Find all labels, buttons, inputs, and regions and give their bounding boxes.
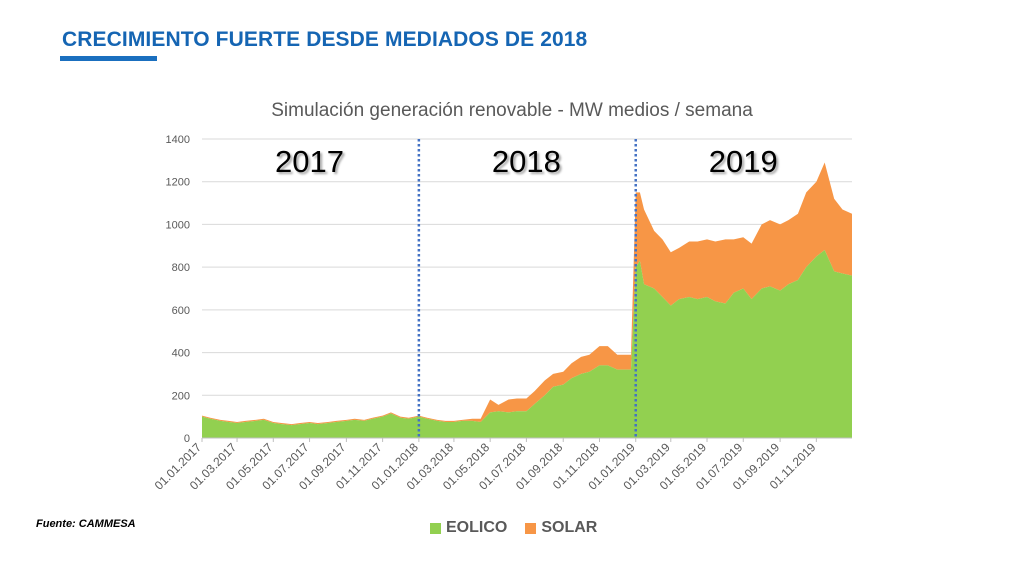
year-label: 2019 [709, 144, 778, 179]
year-label: 2017 [275, 144, 344, 179]
slide-title: CRECIMIENTO FUERTE DESDE MEDIADOS DE 201… [62, 28, 588, 51]
chart-title: Simulación generación renovable - MW med… [271, 100, 753, 121]
source-note: Fuente: CAMMESA [36, 518, 136, 530]
year-label: 2018 [492, 144, 561, 179]
y-tick-label: 1000 [166, 219, 190, 231]
y-tick-label: 1400 [166, 134, 190, 146]
legend-item-solar: SOLAR [525, 519, 597, 537]
y-tick-label: 0 [184, 433, 190, 445]
y-tick-label: 200 [172, 390, 190, 402]
y-tick-label: 600 [172, 305, 190, 317]
chart-legend: EOLICO SOLAR [430, 519, 597, 537]
y-tick-label: 1200 [166, 177, 190, 189]
legend-label-eolico: EOLICO [446, 519, 508, 536]
series-area-solar [202, 162, 852, 426]
legend-swatch-solar [525, 522, 537, 534]
series-area-eolico [202, 250, 852, 438]
title-underline [60, 56, 157, 61]
legend-swatch-eolico [430, 522, 441, 534]
y-tick-label: 800 [172, 262, 190, 274]
y-tick-label: 400 [172, 348, 190, 360]
legend-label-solar: SOLAR [541, 519, 598, 536]
legend-item-eolico: EOLICO [430, 519, 507, 537]
